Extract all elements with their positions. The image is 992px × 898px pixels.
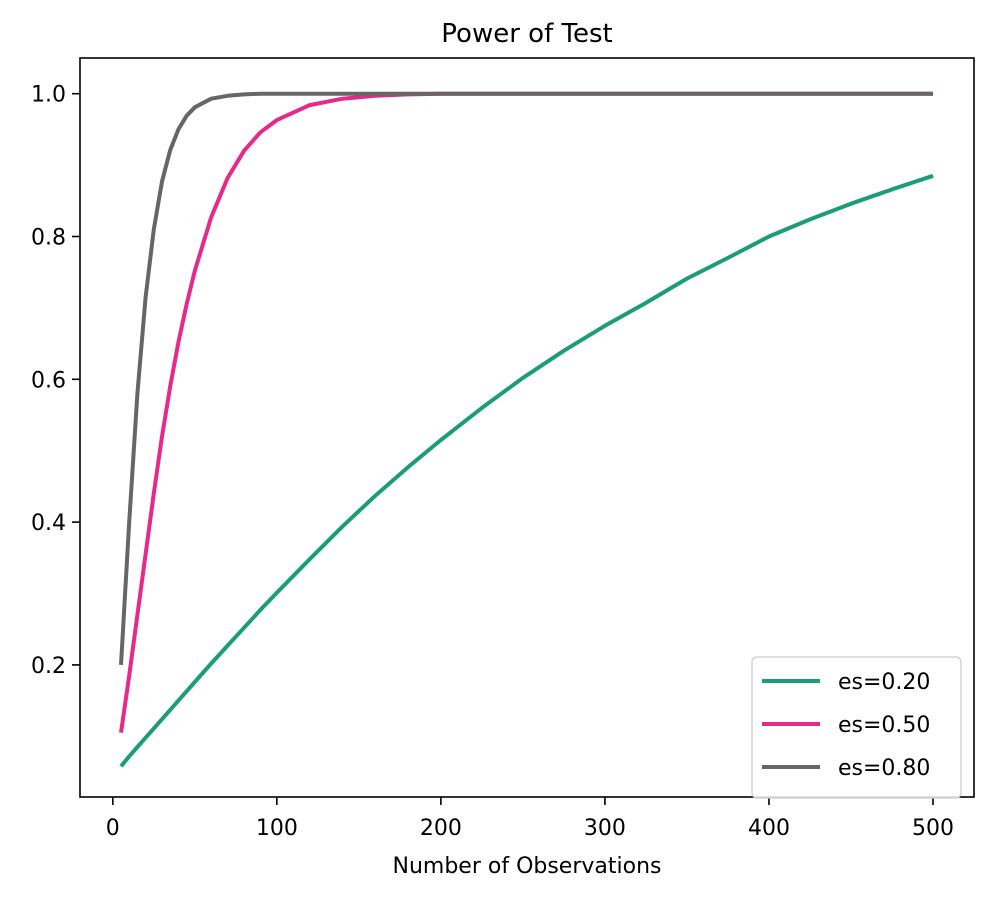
legend-box xyxy=(751,656,962,799)
chart-title: Power of Test xyxy=(441,19,612,49)
y-axis-ticks: 0.2 0.4 0.6 0.8 1.0 xyxy=(31,83,80,679)
y-tick-label: 0.8 xyxy=(31,226,66,251)
y-tick-label: 0.4 xyxy=(31,511,66,536)
series-layer xyxy=(119,91,934,768)
y-tick-label: 0.6 xyxy=(31,368,66,393)
plot-frame xyxy=(79,57,975,798)
series-line-3 xyxy=(119,91,933,666)
x-tick-label: 200 xyxy=(420,816,462,841)
x-tick-label: 500 xyxy=(912,816,954,841)
x-tick-label: 400 xyxy=(748,816,790,841)
series-line-1 xyxy=(119,173,934,768)
x-tick-label: 300 xyxy=(584,816,626,841)
y-tick-label: 0.2 xyxy=(31,654,66,679)
x-tick-label: 0 xyxy=(106,816,120,841)
legend-label: es=0.50 xyxy=(838,713,930,738)
y-tick-label: 1.0 xyxy=(31,83,66,108)
legend-label: es=0.20 xyxy=(838,670,930,695)
legend-label: es=0.80 xyxy=(838,756,930,781)
x-tick-label: 100 xyxy=(256,816,298,841)
legend: es=0.20 es=0.50 es=0.80 xyxy=(751,656,962,799)
x-axis-label: Number of Observations xyxy=(393,854,662,879)
x-axis-ticks: 0 100 200 300 400 500 xyxy=(106,797,954,841)
